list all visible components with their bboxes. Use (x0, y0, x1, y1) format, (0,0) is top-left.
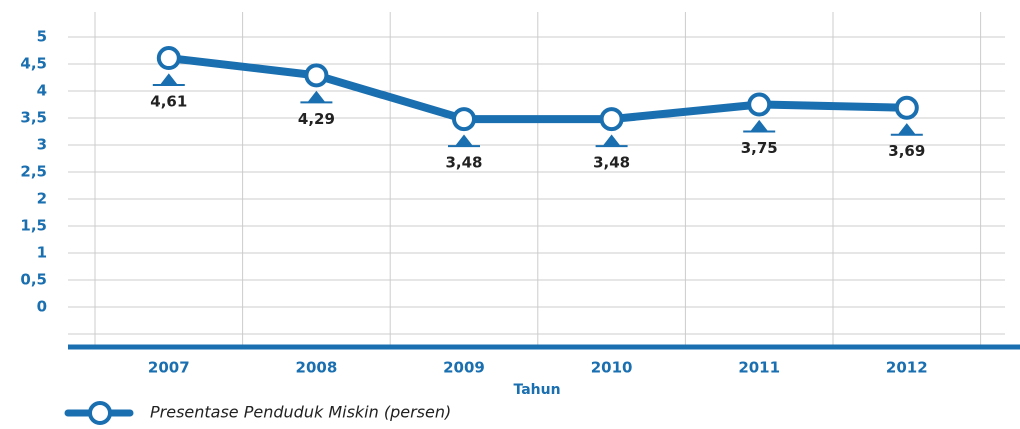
legend-label: Presentase Penduduk Miskin (persen) (150, 403, 451, 422)
label-marker (300, 90, 333, 104)
y-tick-label: 4 (37, 82, 47, 100)
point (452, 107, 476, 132)
x-tick-label: 2011 (738, 359, 780, 377)
y-tick-label: 2 (37, 190, 47, 208)
y-tick-label: 4,5 (20, 55, 47, 73)
x-tick-label: 2008 (296, 359, 338, 377)
label-marker (890, 123, 923, 136)
y-tick-label: 1,5 (20, 217, 47, 235)
point (894, 95, 919, 120)
y-tick-label: 1 (37, 244, 47, 262)
legend-marker (88, 401, 112, 425)
label-marker (448, 134, 480, 148)
label-marker (743, 119, 776, 133)
data-label: 4,29 (298, 110, 335, 128)
y-tick-label: 2,5 (20, 163, 47, 181)
point (156, 46, 181, 71)
data-label: 3,69 (888, 142, 925, 160)
y-tick-label: 5 (37, 28, 47, 46)
label-marker (152, 73, 185, 87)
point (747, 92, 772, 117)
point (304, 63, 329, 88)
x-tick-label: 2007 (148, 359, 190, 377)
x-tick-label: 2012 (886, 359, 928, 377)
line (168, 54, 907, 124)
data-label: 3,48 (593, 154, 630, 172)
y-tick-label: 3,5 (20, 109, 47, 127)
x-tick-label: 2010 (591, 359, 633, 377)
y-tick-label: 3 (37, 136, 47, 154)
x-tick-label: 2009 (443, 359, 485, 377)
y-tick-label: 0 (37, 298, 47, 316)
data-label: 3,48 (445, 154, 482, 172)
data-label: 3,75 (741, 139, 778, 157)
label-marker (595, 134, 628, 148)
data-label: 4,61 (150, 93, 187, 111)
y-tick-label: 0,5 (20, 271, 47, 289)
x-axis-title: Tahun (513, 382, 560, 398)
point (599, 107, 624, 132)
